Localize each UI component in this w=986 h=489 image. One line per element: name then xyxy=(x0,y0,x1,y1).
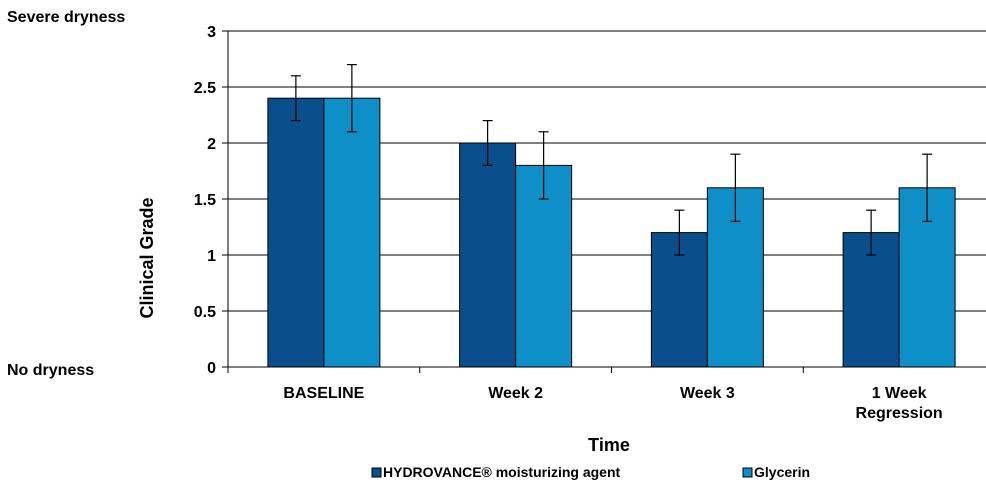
bar xyxy=(459,142,517,368)
x-tick-label: Week 2 xyxy=(488,385,543,402)
legend-label-glycerin: Glycerin xyxy=(754,464,810,480)
no-dryness-annotation: No dryness xyxy=(7,362,94,379)
y-axis-label: Clinical Grade xyxy=(137,197,157,318)
y-tick-label: 1 xyxy=(207,248,216,265)
legend-swatch-hydrovance xyxy=(371,467,382,478)
y-tick-label: 1.5 xyxy=(194,192,216,209)
y-tick-label: 0.5 xyxy=(194,304,216,321)
x-tick-label: BASELINE xyxy=(283,385,364,402)
x-tick-label: Week 3 xyxy=(680,385,735,402)
axes xyxy=(222,30,986,373)
y-tick-label: 2 xyxy=(207,136,216,153)
x-tick-labels: BASELINE Week 2 Week 3 1 Week Regression xyxy=(283,385,942,422)
legend: HYDROVANCE® moisturizing agent Glycerin xyxy=(371,464,810,480)
bar-group xyxy=(267,97,956,368)
legend-label-hydrovance: HYDROVANCE® moisturizing agent xyxy=(383,464,621,480)
legend-swatch-glycerin xyxy=(742,467,753,478)
y-tick-label: 3 xyxy=(207,24,216,41)
y-tick-label: 0 xyxy=(207,360,216,377)
x-axis-label: Time xyxy=(588,435,630,455)
severe-dryness-annotation: Severe dryness xyxy=(7,9,125,26)
y-tick-labels: 0 0.5 1 1.5 2 2.5 3 xyxy=(194,24,216,377)
bar xyxy=(267,97,325,368)
x-tick-label: Regression xyxy=(856,405,943,422)
y-tick-label: 2.5 xyxy=(194,80,216,97)
bar xyxy=(323,97,381,368)
x-tick-label: 1 Week xyxy=(872,385,927,402)
error-bars xyxy=(290,63,933,256)
